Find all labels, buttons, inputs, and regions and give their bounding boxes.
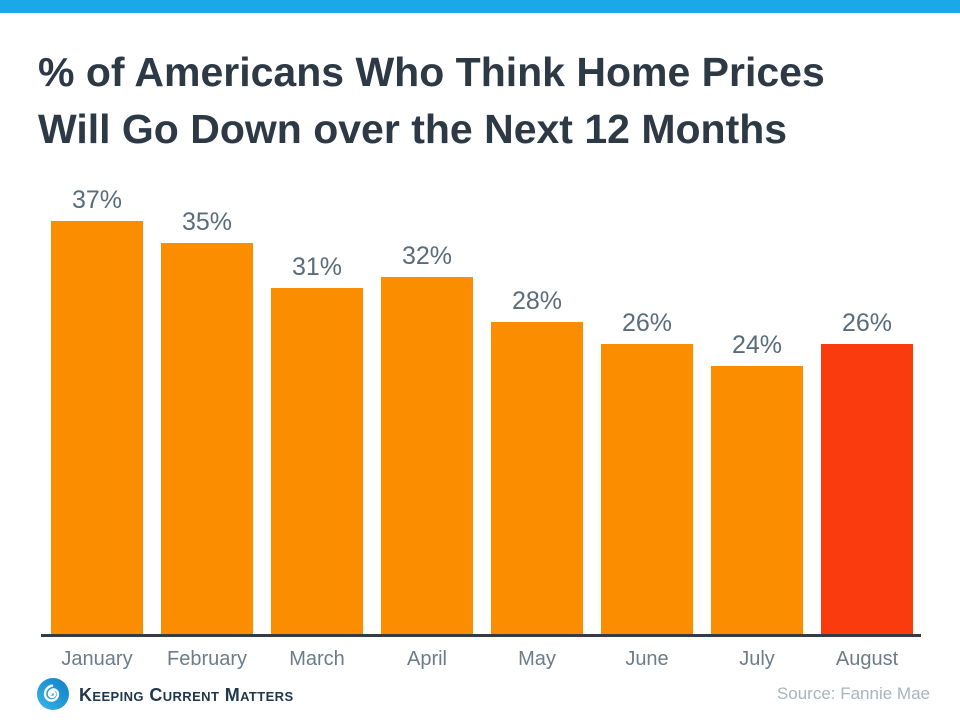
bar-march	[271, 288, 363, 634]
page-title-line2: Will Go Down over the Next 12 Months	[38, 106, 788, 152]
bar-value-label: 35%	[181, 208, 233, 237]
bar-value-label: 26%	[621, 308, 673, 337]
month-label-april: April	[406, 648, 447, 670]
bar-column-january: 37%	[51, 186, 143, 634]
month-label-february: February	[166, 648, 248, 670]
bar-column-july: 24%	[711, 331, 803, 634]
bar-june	[601, 343, 693, 634]
bar-chart: 37% 35% 31% 32% 28% 26% 24% 26%	[41, 170, 921, 634]
kcm-swirl-logo-icon	[36, 677, 70, 711]
bar-column-june: 26%	[601, 309, 693, 634]
kcm-logo: Keeping Current Matters	[36, 677, 294, 711]
source-note: Source: Fannie Mae	[776, 684, 930, 703]
kcm-logo-wordmark: Keeping Current Matters	[79, 684, 294, 705]
bar-value-label: 32%	[401, 241, 453, 270]
bar-may	[491, 321, 583, 634]
month-label-june: June	[625, 648, 669, 670]
topbar-accent-strip	[0, 0, 960, 13]
bar-february	[161, 243, 253, 634]
bar-column-august: 26%	[821, 309, 913, 634]
x-axis-labels: January February March April May June July Augu…	[41, 648, 921, 671]
page-title: % of Americans Who Think Home Prices Wil…	[38, 44, 928, 158]
x-axis-line	[41, 634, 921, 637]
bar-april	[381, 276, 473, 634]
page-title-line1: % of Americans Who Think Home Prices	[38, 49, 825, 95]
bar-column-may: 28%	[491, 286, 583, 634]
bar-value-label: 24%	[731, 331, 783, 360]
bar-value-label: 26%	[841, 308, 893, 337]
bar-value-label: 37%	[71, 186, 123, 215]
bar-column-february: 35%	[161, 208, 253, 634]
bar-value-label: 31%	[291, 253, 343, 281]
bar-august	[821, 343, 913, 634]
bar-value-label: 28%	[511, 286, 563, 315]
month-label-march: March	[289, 648, 345, 670]
bar-january	[51, 221, 143, 634]
month-label-january: January	[61, 648, 133, 670]
month-label-august: August	[835, 648, 899, 670]
bar-column-march: 31%	[271, 253, 363, 634]
bar-column-april: 32%	[381, 242, 473, 634]
month-label-may: May	[518, 648, 556, 670]
bar-july	[711, 366, 803, 634]
month-label-july: July	[739, 648, 775, 670]
